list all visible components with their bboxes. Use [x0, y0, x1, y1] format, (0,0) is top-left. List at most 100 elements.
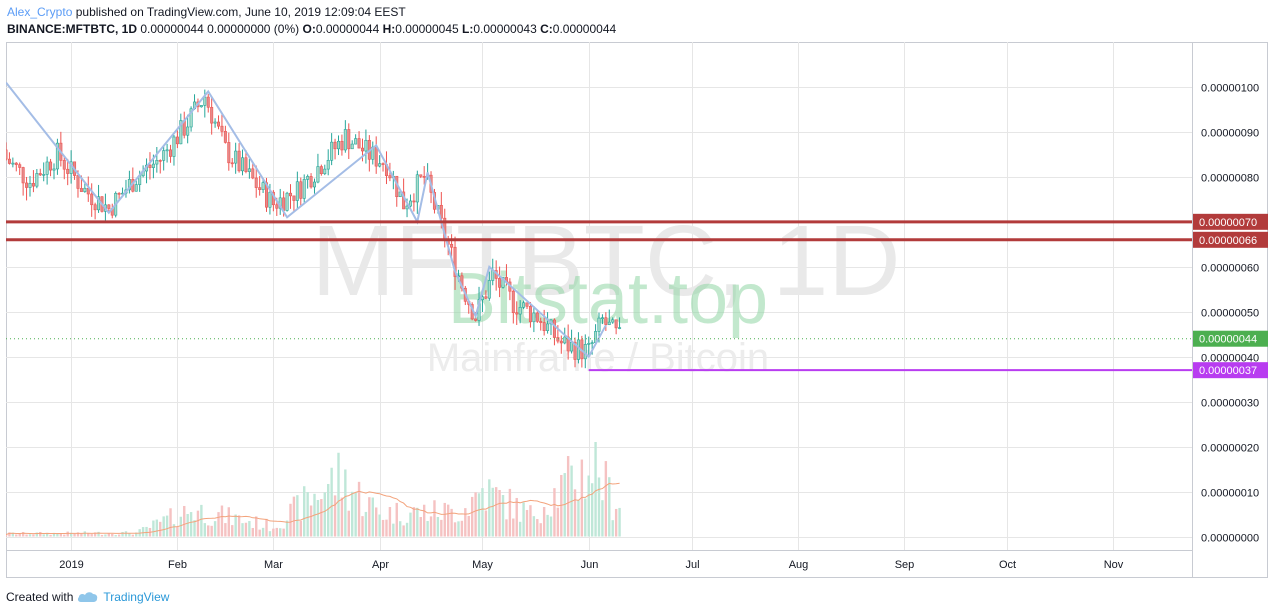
volume-bar [80, 533, 83, 537]
candle-up [501, 277, 505, 288]
x-tick-label: Oct [999, 559, 1016, 571]
candle-down [79, 188, 83, 192]
volume-bar [265, 518, 268, 537]
volume-bar [69, 532, 73, 537]
volume-bar [42, 534, 45, 537]
candle-up [354, 138, 358, 145]
candle-up [415, 174, 419, 203]
volume-bar [546, 514, 549, 537]
volume-bar [484, 510, 488, 537]
volume-bar [361, 516, 364, 537]
volume-bar [231, 525, 234, 537]
volume-bar [111, 533, 114, 537]
volume-bar [549, 516, 553, 537]
volume-bar [364, 511, 368, 537]
high-value: 0.00000045 [395, 22, 459, 36]
candle-up [532, 312, 536, 323]
volume-bar [474, 492, 477, 537]
volume-bar [193, 520, 196, 537]
candle-up [11, 162, 15, 165]
volume-bar [35, 532, 39, 537]
volume-bar [419, 517, 422, 537]
ohlc-legend: BINANCE:MFTBTC, 1D 0.00000044 0.00000000… [7, 22, 616, 36]
candle-down [357, 138, 361, 149]
candle-down [210, 106, 214, 124]
candle-down [66, 168, 70, 174]
candle-down [542, 322, 546, 331]
volume-bar [52, 532, 56, 537]
candle-down [158, 160, 162, 162]
volume-bar [494, 487, 498, 537]
candle-down [175, 136, 179, 145]
volume-bar [477, 493, 481, 537]
volume-bar [83, 531, 87, 537]
candle-up [336, 140, 340, 150]
volume-bar [392, 523, 395, 537]
volume-bars [4, 442, 621, 537]
publish-info: Alex_Crypto published on TradingView.com… [7, 5, 406, 19]
candle-up [405, 205, 409, 210]
chart-container[interactable]: MFTBTC, 1D Mainframe / Bitcoin Bitstat.t… [4, 42, 1268, 578]
candle-down [388, 175, 392, 179]
volume-bar [584, 498, 587, 537]
volume-bar [464, 508, 467, 537]
volume-bar [388, 507, 392, 537]
candle-up [295, 181, 299, 201]
tradingview-brand-link[interactable]: TradingView [103, 590, 170, 604]
candle-down [299, 181, 303, 199]
volume-bar [244, 522, 248, 537]
volume-bar [289, 503, 292, 537]
candle-up [199, 105, 203, 108]
volume-bar [196, 510, 200, 537]
volume-bar [179, 516, 183, 537]
volume-bar [261, 527, 265, 537]
price-chart[interactable]: MFTBTC, 1D Mainframe / Bitcoin Bitstat.t… [4, 42, 1268, 578]
volume-bar [186, 514, 189, 537]
candle-down [148, 164, 152, 168]
close-value: 0.00000044 [552, 22, 617, 36]
volume-bar [59, 533, 63, 537]
candle-down [230, 162, 234, 165]
candle-up [247, 168, 251, 172]
candle-up [518, 307, 522, 315]
volume-bar [453, 522, 457, 537]
volume-bar [536, 519, 539, 537]
resistance-price-tag [1193, 231, 1268, 248]
volume-bar [100, 534, 104, 537]
volume-bar [330, 467, 333, 537]
watermark-symbol: MFTBTC, 1D [312, 205, 901, 317]
resistance-price-tag [1193, 213, 1268, 230]
volume-bar [272, 528, 275, 537]
volume-bar [539, 523, 542, 537]
candle-up [172, 136, 176, 157]
watermark-subtitle: Mainframe / Bitcoin [427, 336, 769, 380]
candle-up [570, 341, 574, 352]
author-link[interactable]: Alex_Crypto [7, 5, 73, 19]
x-tick-label: Jul [685, 559, 699, 571]
volume-bar [525, 509, 529, 537]
volume-bar [371, 497, 374, 537]
candle-up [597, 317, 601, 332]
candle-up [378, 163, 382, 167]
volume-bar [114, 534, 117, 537]
volume-bar [333, 495, 337, 537]
candle-down [381, 163, 385, 165]
volume-bar [32, 534, 35, 537]
watermark-overlay: Bitstat.top [448, 259, 768, 339]
volume-bar [381, 519, 385, 537]
volume-bar [573, 489, 577, 537]
volume-bar [344, 469, 347, 537]
volume-bar [518, 521, 522, 537]
volume-bar [436, 517, 440, 537]
candle-up [213, 121, 217, 124]
volume-bar [279, 528, 282, 537]
volume-bar [488, 479, 491, 537]
candle-up [302, 179, 306, 199]
candle-up [316, 166, 320, 183]
volume-bar [248, 521, 251, 537]
volume-bar [251, 527, 254, 537]
support-price-label: 0.00000037 [1199, 365, 1257, 377]
candle-up [42, 174, 46, 176]
candle-up [55, 142, 59, 170]
resistance-price-label: 0.00000066 [1199, 235, 1257, 247]
